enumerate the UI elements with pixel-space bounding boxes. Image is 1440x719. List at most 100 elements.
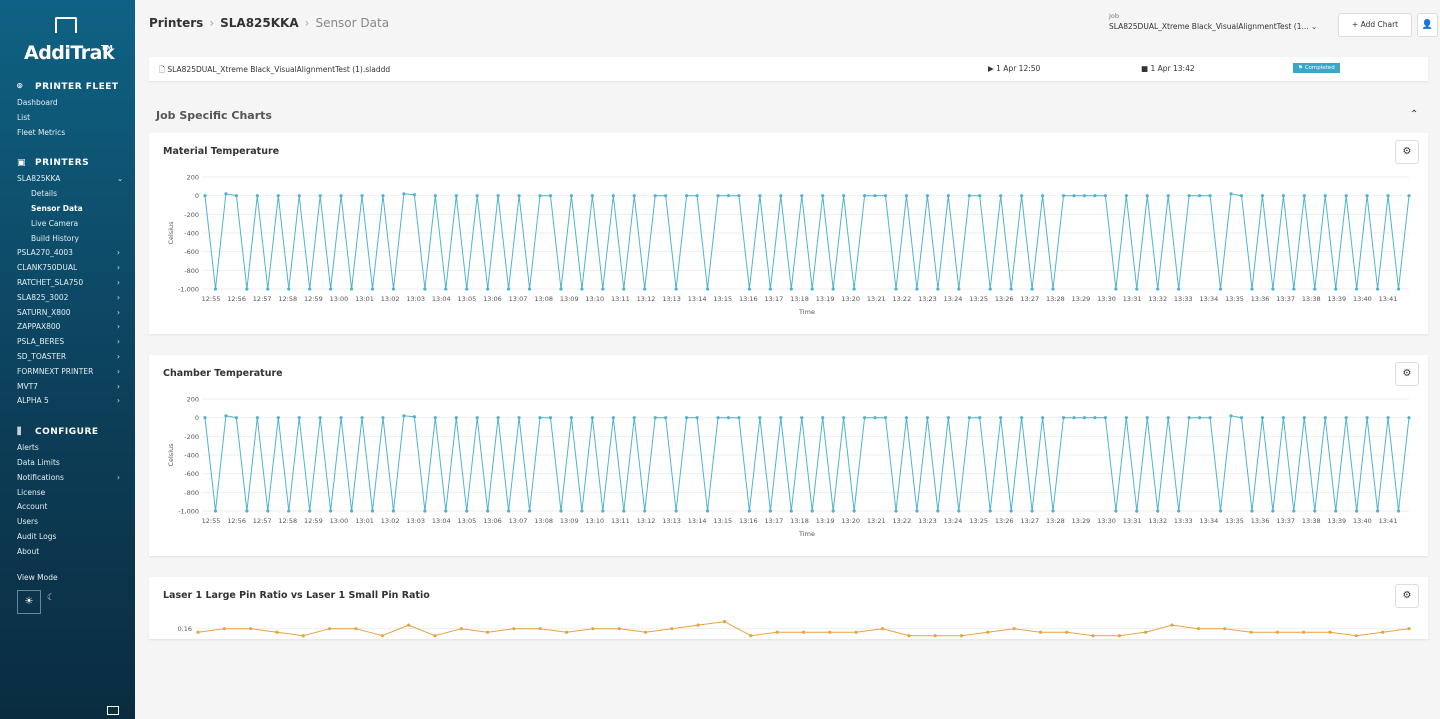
point xyxy=(590,416,594,420)
nav-item[interactable]: Data Limits xyxy=(17,458,60,467)
x-axis-label: Time xyxy=(798,530,815,538)
x-tick-label: 13:09 xyxy=(560,517,579,525)
point xyxy=(883,416,888,420)
point xyxy=(580,287,584,291)
x-tick-label: 13:23 xyxy=(918,295,937,303)
point xyxy=(245,287,249,291)
point xyxy=(1365,416,1369,420)
dark-mode-button[interactable]: ☾ xyxy=(47,593,56,603)
chevron: › xyxy=(117,381,120,391)
point xyxy=(1354,634,1358,638)
x-tick-label: 13:16 xyxy=(739,517,758,525)
nav-item[interactable]: Notifications xyxy=(17,472,64,482)
point xyxy=(831,509,835,513)
x-tick-label: 13:28 xyxy=(1046,517,1065,525)
user-button[interactable]: 👤 xyxy=(1417,13,1438,37)
chevron: › xyxy=(117,337,120,347)
nav-item[interactable]: About xyxy=(17,546,40,556)
point xyxy=(1365,194,1369,198)
chart-title: Chamber Temperature xyxy=(163,368,283,379)
nav-item[interactable]: SD_TOASTER xyxy=(17,352,67,361)
nav-item[interactable]: License xyxy=(17,487,46,497)
x-tick-label: 12:59 xyxy=(304,517,323,525)
x-tick-label: 13:25 xyxy=(969,295,988,303)
point xyxy=(978,416,982,420)
point xyxy=(611,416,615,420)
nav-item[interactable]: Account xyxy=(17,502,48,512)
breadcrumb-link[interactable]: Printers xyxy=(149,16,204,30)
x-tick-label: 12:58 xyxy=(278,295,297,303)
point xyxy=(222,627,226,631)
point xyxy=(1407,416,1411,420)
point xyxy=(580,509,584,513)
point xyxy=(527,287,532,291)
nav-item[interactable]: ZAPPAX800 xyxy=(17,322,61,332)
point xyxy=(1260,194,1265,198)
point xyxy=(873,416,877,420)
x-tick-label: 13:23 xyxy=(918,517,937,525)
line xyxy=(204,415,1410,512)
point xyxy=(1040,194,1045,198)
point xyxy=(569,416,574,420)
x-tick-label: 13:32 xyxy=(1148,295,1167,303)
collapse-section[interactable]: ⌃ xyxy=(1410,109,1419,120)
x-tick-label: 13:29 xyxy=(1072,517,1091,525)
chart-card: Chamber Temperature ⚙ 200 0 -200 -400 -600 -800… xyxy=(149,355,1428,556)
x-tick-label: 13:27 xyxy=(1020,295,1039,303)
nav-item[interactable]: Alerts xyxy=(17,443,39,453)
x-tick-label: 13:01 xyxy=(355,295,374,303)
job-value: SLA825DUAL_Xtreme Black_VisualAlignmentT… xyxy=(1109,22,1309,31)
nav-item[interactable]: FORMNEXT PRINTER xyxy=(17,366,94,376)
point xyxy=(1020,194,1024,198)
x-tick-label: 12:56 xyxy=(227,295,246,303)
nav-item[interactable]: CLANK750DUAL xyxy=(17,263,78,273)
nav-item[interactable]: Fleet Metrics xyxy=(17,127,66,137)
x-tick-label: 13:17 xyxy=(765,517,784,525)
point xyxy=(486,509,490,513)
x-tick-label: 13:08 xyxy=(534,517,553,525)
nav-item[interactable]: SLA825_3002 xyxy=(17,292,69,302)
point xyxy=(873,194,877,198)
point xyxy=(496,194,500,198)
nav-item[interactable]: List xyxy=(17,112,31,122)
nav-item[interactable]: RATCHET_SLA750 xyxy=(17,278,84,287)
chart-settings[interactable]: ⚙ xyxy=(1395,584,1419,608)
nav-item[interactable]: PSLA_BERES xyxy=(17,337,65,347)
x-tick-label: 12:57 xyxy=(253,295,272,303)
nav-subitem[interactable]: Details xyxy=(31,189,58,199)
point xyxy=(538,416,542,420)
breadcrumb: Printers › SLA825KKA › Sensor Data xyxy=(149,16,390,30)
x-tick-label: 13:00 xyxy=(330,517,349,525)
point xyxy=(967,194,971,198)
nav-item[interactable]: Audit Logs xyxy=(17,532,57,541)
nav-item[interactable]: PSLA270_4003 xyxy=(17,248,73,258)
add-chart-button[interactable]: + Add Chart xyxy=(1338,13,1412,37)
point xyxy=(475,194,479,198)
nav-subitem[interactable]: Build History xyxy=(31,233,79,243)
nav-item[interactable]: SATURN_X800 xyxy=(17,307,71,317)
nav-item[interactable]: ALPHA 5 xyxy=(17,396,49,406)
job-bar: 🗋 SLA825DUAL_Xtreme Black_VisualAlignmen… xyxy=(149,57,1428,81)
job-select[interactable]: SLA825DUAL_Xtreme Black_VisualAlignmentT… xyxy=(1109,22,1318,31)
chart-settings[interactable]: ⚙ xyxy=(1395,140,1419,164)
section-icon: ⌾ xyxy=(17,82,23,92)
y-tick-label: -200 xyxy=(184,211,199,219)
point xyxy=(1082,194,1087,198)
point xyxy=(402,414,406,418)
light-mode-button[interactable]: ☀ xyxy=(17,590,41,614)
x-tick-label: 13:19 xyxy=(816,517,835,525)
breadcrumb-link[interactable]: SLA825KKA xyxy=(220,16,299,30)
collapse-button[interactable] xyxy=(107,706,119,715)
nav-item[interactable]: Users xyxy=(17,517,39,527)
x-tick-label: 13:09 xyxy=(560,295,579,303)
x-tick-label: 12:56 xyxy=(227,517,246,525)
chart-settings[interactable]: ⚙ xyxy=(1395,362,1419,386)
point xyxy=(1030,287,1034,291)
x-tick-label: 13:31 xyxy=(1123,295,1142,303)
nav-item[interactable]: MVT7 xyxy=(17,381,38,391)
point xyxy=(999,194,1003,198)
nav-item[interactable]: Dashboard xyxy=(17,98,58,107)
nav-subitem[interactable]: Live Camera xyxy=(31,218,79,228)
nav-item[interactable]: SLA825KKA xyxy=(17,174,61,184)
nav-subitem[interactable]: Sensor Data xyxy=(31,204,83,213)
